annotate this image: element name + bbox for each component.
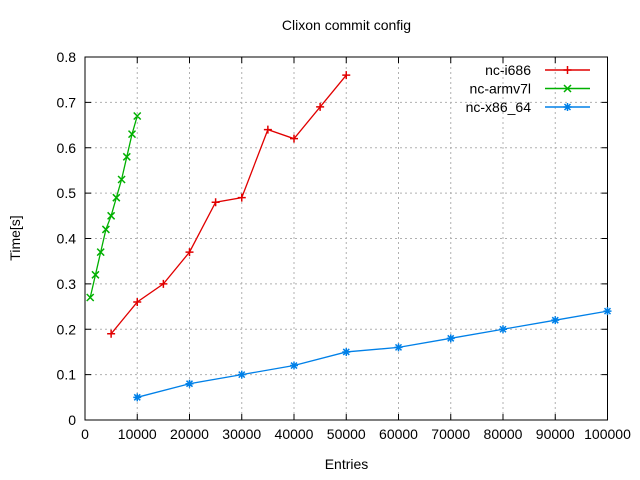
series-line-nc-armv7l <box>89 115 138 298</box>
x-tick-label: 60000 <box>379 426 418 442</box>
series-markers-nc-i686 <box>107 71 351 338</box>
y-tick-label: 0.5 <box>57 185 77 201</box>
y-tick-label: 0.4 <box>57 231 77 247</box>
x-tick-label: 80000 <box>484 426 523 442</box>
x-tick-label: 50000 <box>327 426 366 442</box>
x-tick-label: 70000 <box>431 426 470 442</box>
x-axis-label: Entries <box>324 456 369 472</box>
y-tick-label: 0.7 <box>57 94 77 110</box>
legend-sample-marker-nc-i686 <box>563 66 572 74</box>
legend-label-nc-x86_64: nc-x86_64 <box>466 99 532 115</box>
x-tick-label: 100000 <box>584 426 631 442</box>
series-line-nc-x86_64 <box>137 310 608 398</box>
y-tick-label: 0.3 <box>57 276 77 292</box>
series-markers-nc-armv7l <box>86 111 142 302</box>
y-tick-label: 0 <box>68 412 76 428</box>
series-line-nc-i686 <box>110 74 347 335</box>
legend-label-nc-i686: nc-i686 <box>485 62 531 78</box>
y-tick-label: 0.1 <box>57 367 77 383</box>
legend-label-nc-armv7l: nc-armv7l <box>470 81 531 97</box>
x-tick-label: 30000 <box>222 426 261 442</box>
series-markers-nc-x86_64 <box>133 307 612 402</box>
x-tick-label: 90000 <box>536 426 575 442</box>
y-tick-label: 0.2 <box>57 321 77 337</box>
x-tick-label: 20000 <box>170 426 209 442</box>
x-tick-label: 40000 <box>275 426 314 442</box>
chart-title: Clixon commit config <box>281 17 412 33</box>
legend-sample-marker-nc-x86_64 <box>563 103 572 111</box>
y-tick-label: 0.6 <box>57 140 77 156</box>
x-tick-label: 0 <box>81 426 89 442</box>
y-axis-label: Time[s] <box>7 215 23 261</box>
y-tick-label: 0.8 <box>57 49 77 65</box>
legend-sample-marker-nc-armv7l <box>563 84 572 93</box>
x-tick-label: 10000 <box>118 426 157 442</box>
